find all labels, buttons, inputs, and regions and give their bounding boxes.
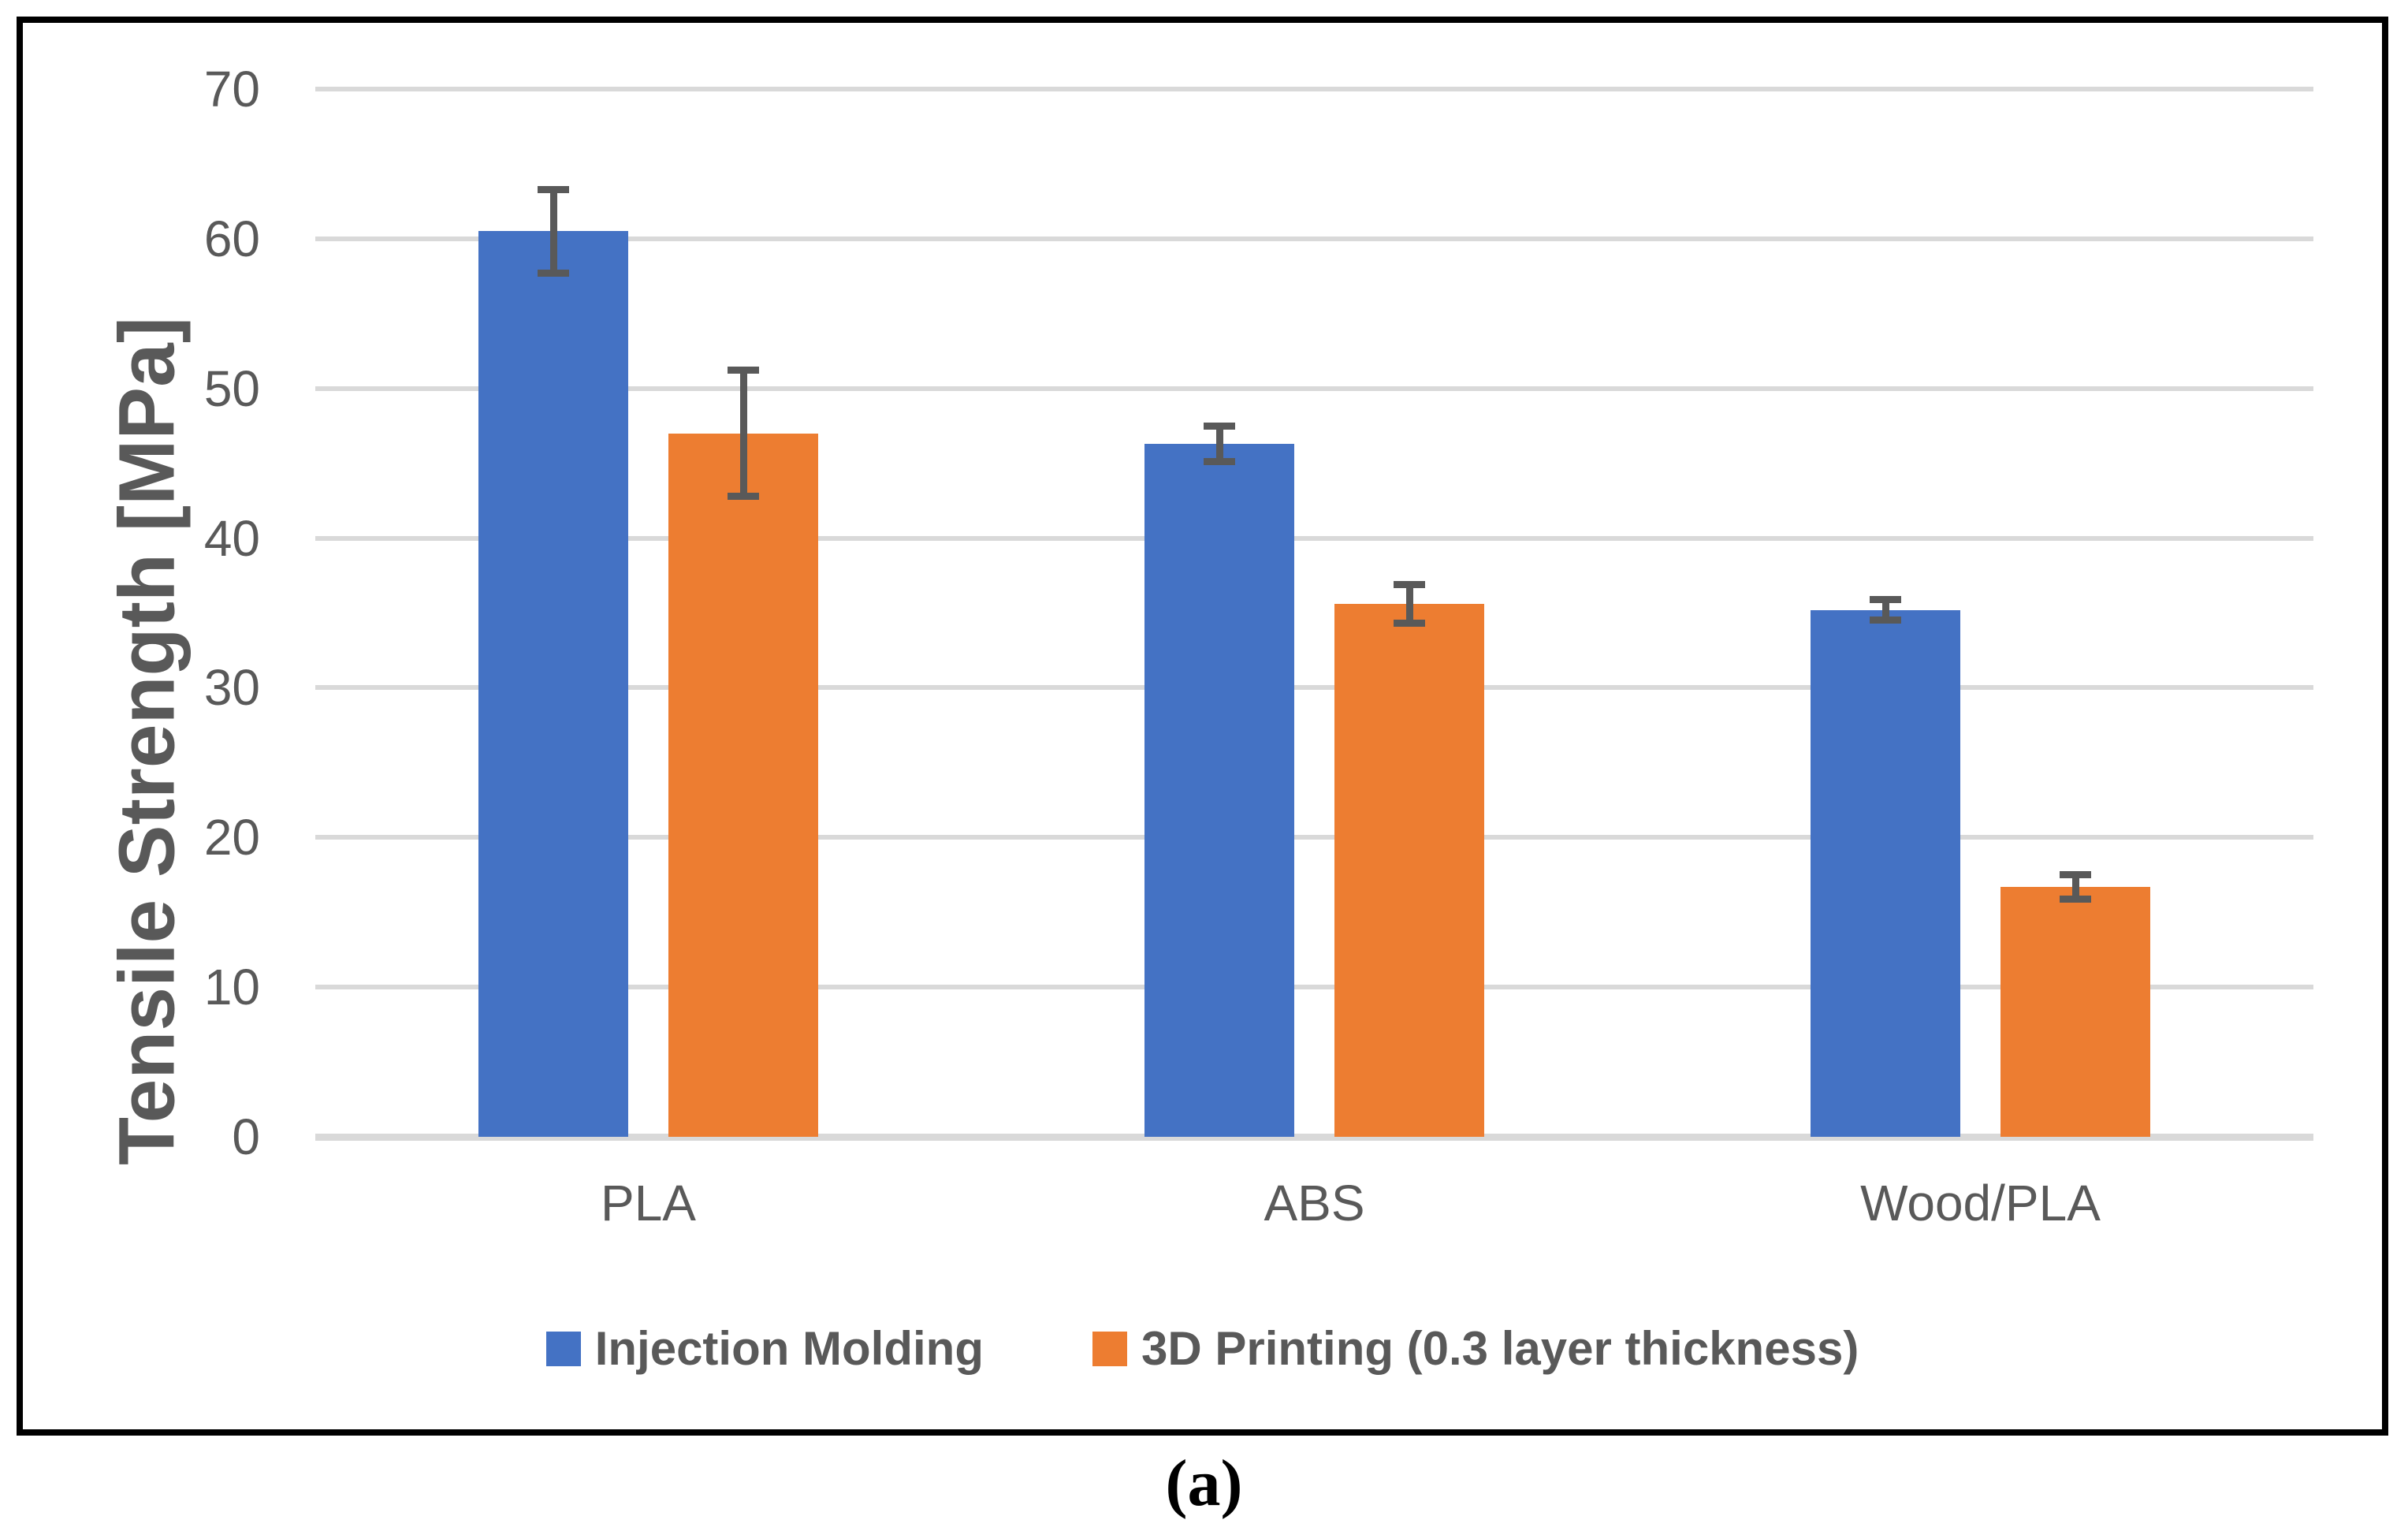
error-bar-cap-top-3d-printing-0-3-layer-thickness-abs <box>1394 580 1425 588</box>
error-bar-cap-bottom-3d-printing-0-3-layer-thickness-abs <box>1394 620 1425 628</box>
error-bar-3d-printing-0-3-layer-thickness-pla <box>739 370 747 497</box>
bar-3d-printing-0-3-layer-thickness-pla <box>668 433 818 1137</box>
gridline-30 <box>315 685 2313 691</box>
bar-3d-printing-0-3-layer-thickness-wood-pla <box>2000 886 2150 1137</box>
error-bar-cap-bottom-3d-printing-0-3-layer-thickness-wood-pla <box>2060 895 2091 903</box>
y-tick-label-10: 10 <box>203 959 260 1016</box>
y-tick-label-30: 30 <box>203 659 260 717</box>
error-bar-cap-bottom-injection-molding-wood-pla <box>1870 616 1901 624</box>
bar-injection-molding-wood-pla <box>1811 609 1960 1137</box>
y-tick-label-60: 60 <box>203 210 260 267</box>
y-tick-label-0: 0 <box>232 1108 260 1165</box>
error-bar-3d-printing-0-3-layer-thickness-abs <box>1405 584 1413 624</box>
error-bar-injection-molding-wood-pla <box>1881 599 1889 620</box>
error-bar-cap-top-injection-molding-pla <box>538 185 569 193</box>
category-label-abs: ABS <box>1264 1175 1365 1231</box>
error-bar-cap-top-3d-printing-0-3-layer-thickness-wood-pla <box>2060 871 2091 879</box>
x-axis-category-labels: PLA ABS Wood/PLA <box>315 1178 2313 1228</box>
legend-label: Injection Molding <box>594 1322 984 1375</box>
bar-injection-molding-abs <box>1144 443 1294 1137</box>
gridline-0 <box>315 1133 2313 1141</box>
legend-swatch-icon <box>1092 1332 1127 1366</box>
y-tick-label-40: 40 <box>203 509 260 567</box>
y-tick-label-20: 20 <box>203 809 260 866</box>
error-bar-3d-printing-0-3-layer-thickness-wood-pla <box>2071 874 2079 900</box>
error-bar-cap-top-3d-printing-0-3-layer-thickness-pla <box>728 367 759 374</box>
legend-item-injection-molding: Injection Molding <box>545 1322 984 1375</box>
category-label-wood-pla: Wood/PLA <box>1860 1175 2101 1231</box>
gridline-10 <box>315 985 2313 990</box>
bar-injection-molding-pla <box>478 231 628 1137</box>
category-label-pla: PLA <box>601 1175 696 1231</box>
y-tick-label-50: 50 <box>203 359 260 417</box>
gridline-70 <box>315 87 2313 91</box>
gridline-50 <box>315 386 2313 391</box>
bar-3d-printing-0-3-layer-thickness-abs <box>1334 604 1484 1137</box>
y-tick-label-70: 70 <box>203 61 260 117</box>
error-bar-cap-bottom-injection-molding-pla <box>538 270 569 278</box>
error-bar-injection-molding-abs <box>1215 426 1223 462</box>
legend: Injection Molding 3D Printing (0.3 layer… <box>23 1325 2382 1373</box>
error-bar-cap-top-injection-molding-abs <box>1204 422 1235 430</box>
chart-frame: PLA ABS Wood/PLA 0 10 20 30 40 50 60 70 Tensile S… <box>17 17 2388 1436</box>
y-axis-title: Tensile Strength [MPa] <box>102 316 192 1166</box>
error-bar-cap-bottom-3d-printing-0-3-layer-thickness-pla <box>728 492 759 500</box>
figure-caption: (a) <box>1165 1447 1243 1520</box>
legend-item-3d-printing: 3D Printing (0.3 layer thickness) <box>1092 1325 1859 1373</box>
gridline-60 <box>315 236 2313 241</box>
gridline-40 <box>315 535 2313 541</box>
legend-swatch-icon <box>545 1332 581 1366</box>
legend-label: 3D Printing (0.3 layer thickness) <box>1141 1322 1859 1375</box>
plot-area: PLA ABS Wood/PLA 0 10 20 30 40 50 60 70 <box>204 64 2313 1228</box>
error-bar-cap-bottom-injection-molding-abs <box>1204 458 1235 466</box>
error-bar-cap-top-injection-molding-wood-pla <box>1870 595 1901 603</box>
error-bar-injection-molding-pla <box>549 189 557 274</box>
gridline-20 <box>315 835 2313 840</box>
